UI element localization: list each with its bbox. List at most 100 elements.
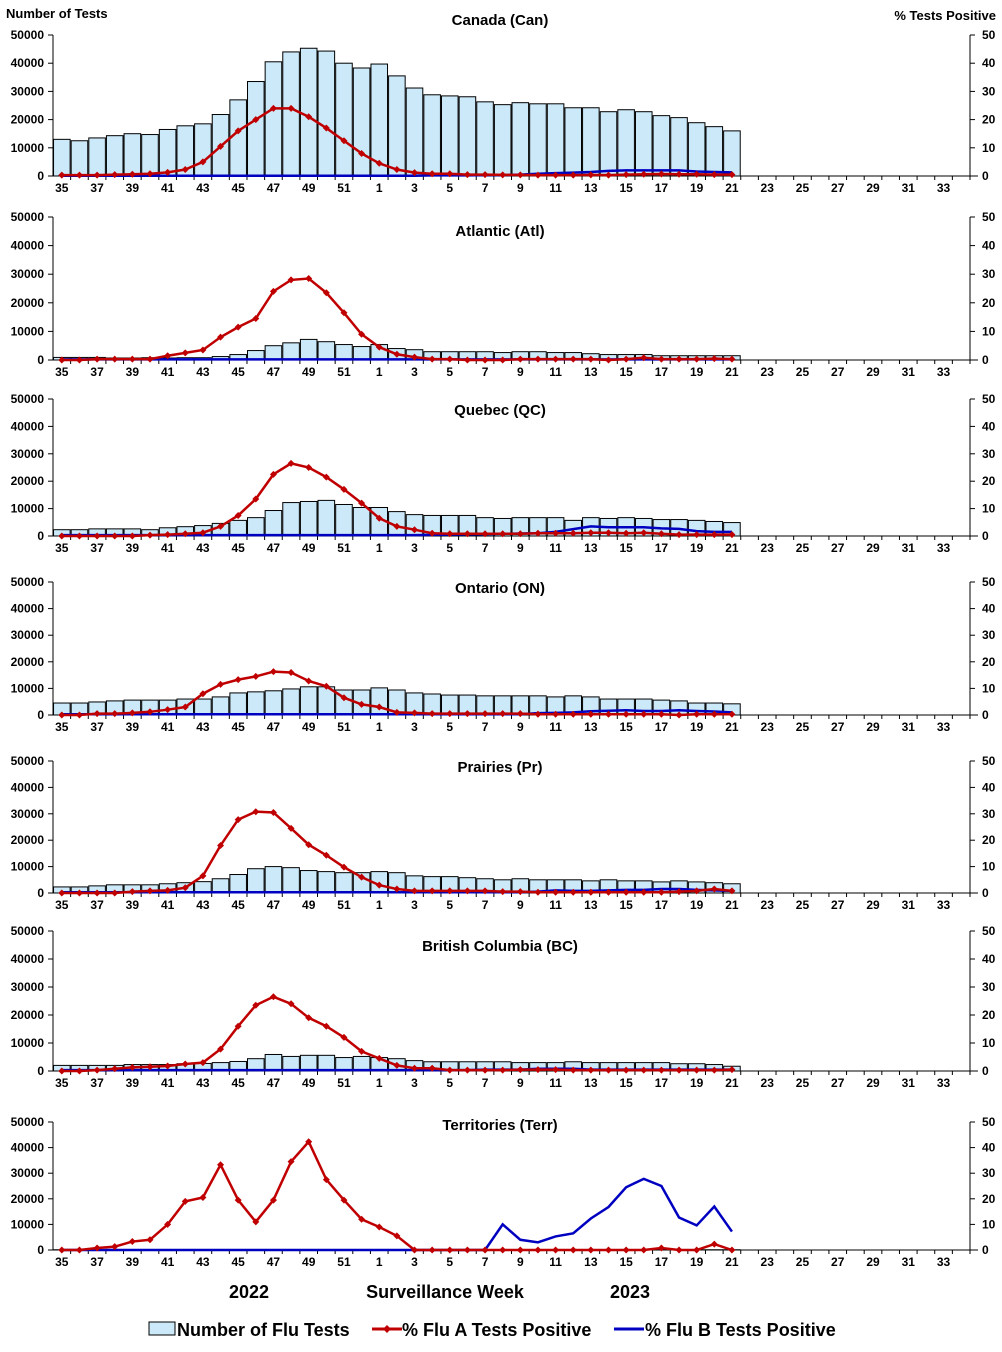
flu-a-point (587, 171, 595, 179)
flu-a-point (675, 531, 683, 539)
flu-a-point (569, 171, 577, 179)
left-tick-label: 10000 (11, 141, 45, 155)
flu-b-line (61, 169, 732, 177)
flu-a-point (287, 276, 295, 284)
panel-6: Territories (Terr) 0 0 10000 10 20000 20 30000 3… (11, 1115, 996, 1269)
x-tick-label: 1 (376, 365, 383, 379)
x-tick-label: 41 (161, 365, 175, 379)
x-tick-label: 51 (337, 365, 351, 379)
x-tick-label: 3 (411, 365, 418, 379)
flu-a-point (75, 171, 83, 179)
flu-a-point (428, 887, 436, 895)
test-bar (335, 872, 353, 894)
left-tick-label: 10000 (11, 1217, 45, 1231)
x-tick-label: 45 (231, 365, 245, 379)
x-tick-label: 43 (196, 720, 210, 734)
flu-a-point (322, 473, 330, 481)
x-tick-label: 5 (446, 365, 453, 379)
flu-a-point (587, 529, 595, 537)
flu-a-point (146, 355, 154, 363)
x-tick-label: 43 (196, 541, 210, 555)
x-tick-label: 17 (655, 898, 669, 912)
x-tick-label: 35 (55, 1255, 69, 1269)
left-tick-label: 10000 (11, 681, 45, 695)
left-tick-label: 10000 (11, 1036, 45, 1050)
test-bar (511, 102, 530, 177)
test-bar (652, 115, 671, 177)
x-tick-label: 31 (902, 1076, 916, 1090)
x-tick-label: 1 (376, 1076, 383, 1090)
left-tick-label: 10000 (11, 324, 45, 338)
flu-a-point (322, 1176, 330, 1184)
flu-a-point (587, 1066, 595, 1074)
flu-a-point (128, 1063, 136, 1071)
x-tick-label: 29 (866, 1076, 880, 1090)
x-tick-label: 45 (231, 720, 245, 734)
flu-a-point (305, 677, 313, 685)
flu-a-point (128, 532, 136, 540)
x-tick-label: 45 (231, 898, 245, 912)
left-tick-label: 20000 (11, 1008, 45, 1022)
x-tick-label: 49 (302, 1076, 316, 1090)
flu-a-point (146, 531, 154, 539)
x-tick-label: 51 (337, 1255, 351, 1269)
right-tick-label: 10 (982, 681, 996, 695)
left-tick-label: 30000 (11, 628, 45, 642)
flu-a-point (710, 355, 718, 363)
left-tick-label: 50000 (11, 924, 45, 938)
x-tick-label: 3 (411, 898, 418, 912)
left-tick-label: 40000 (11, 602, 45, 616)
flu-a-point (287, 1158, 295, 1166)
x-tick-label: 27 (831, 1255, 845, 1269)
left-tick-label: 0 (37, 708, 44, 722)
test-bar (634, 111, 653, 177)
flu-a-point (93, 171, 101, 179)
x-tick-label: 41 (161, 541, 175, 555)
flu-a-point (411, 353, 419, 361)
flu-a-point (269, 287, 277, 295)
x-tick-label: 43 (196, 1076, 210, 1090)
flu-a-point (446, 1066, 454, 1074)
test-bar (335, 62, 353, 177)
flu-a-point (693, 1246, 701, 1254)
x-tick-label: 23 (761, 898, 775, 912)
flu-a-point (322, 124, 330, 132)
flu-a-point (164, 886, 172, 894)
flu-a-point (358, 700, 366, 708)
flu-a-point (217, 1045, 225, 1053)
x-tick-label: 33 (937, 181, 951, 195)
left-tick-label: 0 (37, 1064, 44, 1078)
x-tick-label: 7 (482, 720, 489, 734)
flu-a-point (516, 171, 524, 179)
test-bar (247, 868, 265, 894)
flu-a-point (93, 889, 101, 897)
right-tick-label: 0 (982, 353, 989, 367)
x-tick-label: 13 (584, 1076, 598, 1090)
flu-a-point (604, 888, 612, 896)
flu-a-point (93, 532, 101, 540)
x-tick-label: 47 (267, 720, 281, 734)
left-axis-label: Number of Tests (6, 6, 108, 21)
x-tick-label: 25 (796, 365, 810, 379)
x-tick-label: 7 (482, 541, 489, 555)
flu-a-point (693, 531, 701, 539)
x-tick-label: 51 (337, 541, 351, 555)
left-tick-label: 50000 (11, 210, 45, 224)
flu-a-point (305, 274, 313, 282)
left-tick-label: 30000 (11, 807, 45, 821)
x-tick-label: 41 (161, 720, 175, 734)
left-tick-label: 20000 (11, 655, 45, 669)
x-tick-label: 11 (549, 1255, 562, 1269)
flu-a-point (675, 1066, 683, 1074)
flu-a-point (569, 1066, 577, 1074)
flu-a-point (587, 1246, 595, 1254)
x-tick-label: 37 (90, 365, 104, 379)
flu-a-point (287, 459, 295, 467)
flu-a-point (481, 171, 489, 179)
flu-a-point (58, 171, 66, 179)
flu-a-point (252, 808, 260, 816)
flu-a-point (516, 1066, 524, 1074)
x-tick-label: 51 (337, 898, 351, 912)
flu-a-point (128, 709, 136, 717)
right-tick-label: 10 (982, 502, 996, 516)
